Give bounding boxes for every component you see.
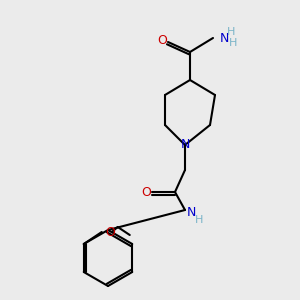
Text: H: H bbox=[227, 27, 235, 37]
Text: N: N bbox=[180, 139, 190, 152]
Text: O: O bbox=[105, 226, 115, 238]
Text: H: H bbox=[195, 215, 203, 225]
Text: H: H bbox=[229, 38, 237, 48]
Text: N: N bbox=[187, 206, 196, 218]
Text: N: N bbox=[220, 32, 230, 44]
Text: O: O bbox=[157, 34, 167, 46]
Text: O: O bbox=[141, 185, 151, 199]
